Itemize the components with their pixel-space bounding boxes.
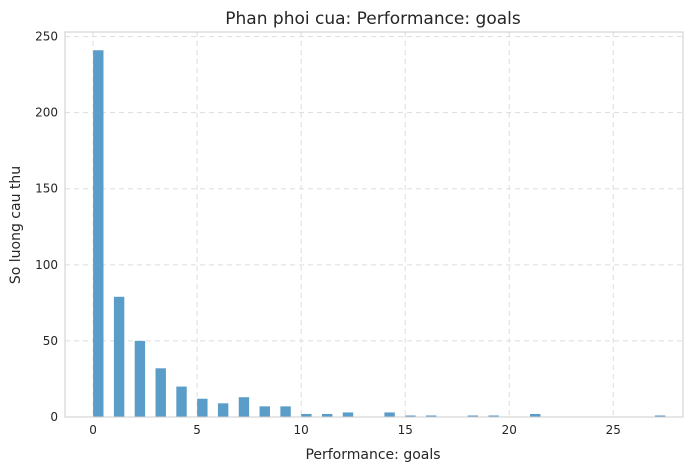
y-tick-label: 250 bbox=[35, 30, 58, 44]
histogram-bar bbox=[176, 386, 187, 417]
histogram-bar bbox=[384, 412, 395, 417]
histogram-bar bbox=[321, 413, 333, 417]
histogram-bar bbox=[405, 415, 416, 417]
x-axis-label: Performance: goals bbox=[305, 447, 440, 463]
histogram-bar bbox=[280, 406, 291, 417]
histogram-bar bbox=[155, 368, 166, 417]
chart-title: Phan phoi cua: Performance: goals bbox=[225, 9, 521, 29]
histogram-bar bbox=[426, 415, 437, 417]
histogram-bar bbox=[238, 397, 250, 417]
histogram-bar bbox=[301, 413, 312, 417]
y-tick-label: 50 bbox=[43, 334, 58, 348]
histogram-bar bbox=[93, 50, 104, 418]
histogram-bar bbox=[342, 412, 354, 417]
histogram-bar bbox=[217, 403, 229, 417]
x-tick-label: 15 bbox=[398, 423, 413, 437]
histogram-bar bbox=[113, 296, 125, 417]
histogram-bar bbox=[134, 340, 146, 417]
y-axis-label: So luong cau thu bbox=[8, 166, 24, 284]
y-tick-label: 200 bbox=[35, 106, 58, 120]
x-tick-label: 25 bbox=[606, 423, 621, 437]
histogram-bar bbox=[530, 413, 541, 417]
y-tick-label: 150 bbox=[35, 182, 58, 196]
x-tick-label: 5 bbox=[193, 423, 201, 437]
x-tick-label: 0 bbox=[89, 423, 97, 437]
bars-layer bbox=[93, 50, 666, 418]
x-tick-label: 10 bbox=[294, 423, 309, 437]
histogram-bar bbox=[197, 398, 208, 417]
y-tick-label: 0 bbox=[50, 410, 58, 424]
x-tick-label: 20 bbox=[502, 423, 517, 437]
histogram-bar bbox=[259, 406, 270, 417]
histogram-bar bbox=[467, 415, 479, 417]
plot-frame bbox=[64, 31, 684, 418]
histogram-bar bbox=[654, 415, 666, 417]
y-tick-label: 100 bbox=[35, 258, 58, 272]
histogram-bar bbox=[488, 415, 499, 417]
